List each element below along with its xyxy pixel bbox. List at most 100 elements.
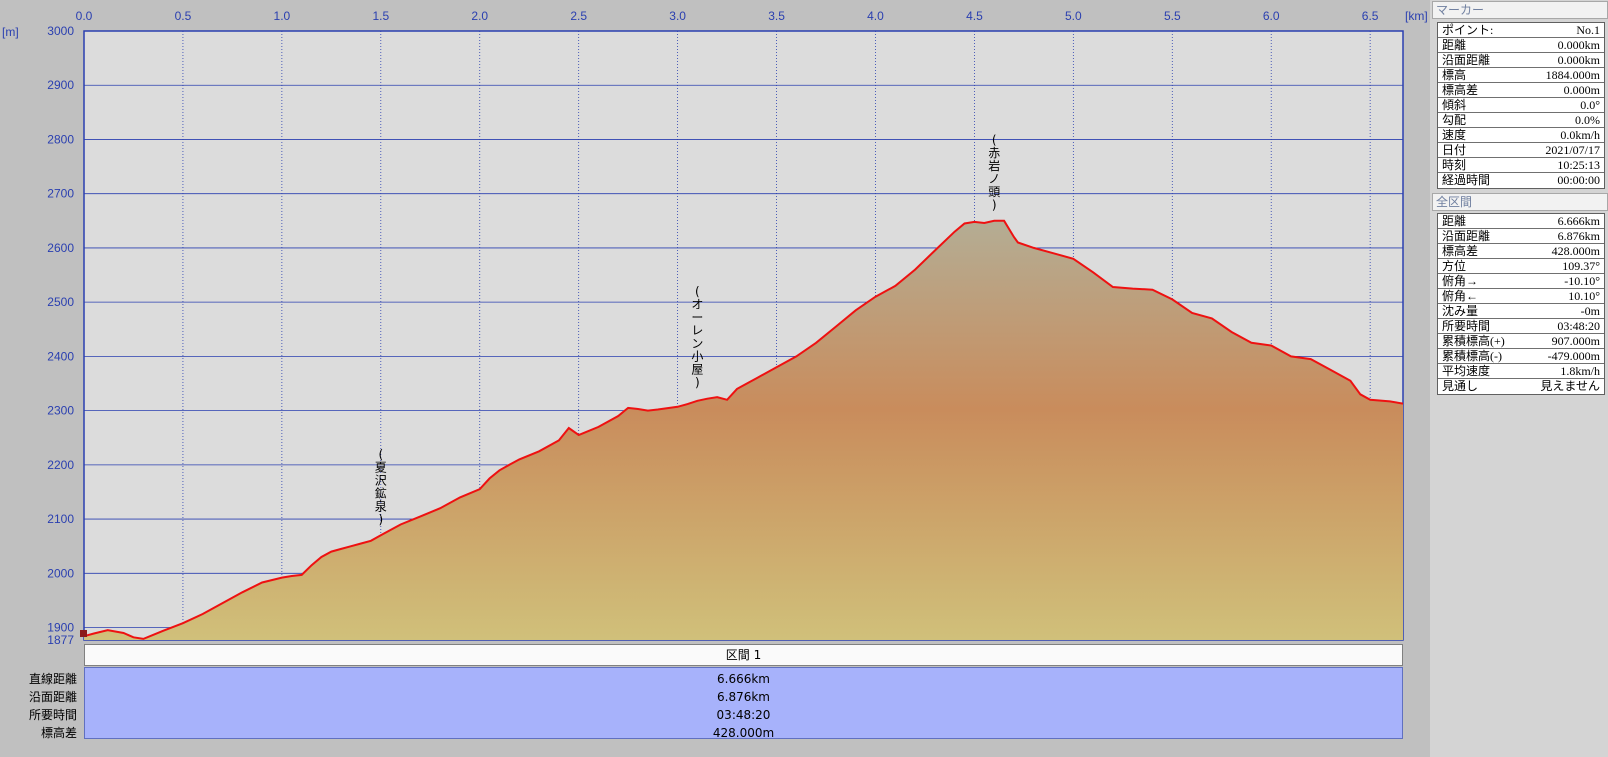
total-value: 10.10° bbox=[1568, 289, 1600, 303]
annotation-char: 小 bbox=[691, 350, 703, 364]
total-value: 109.37° bbox=[1562, 259, 1600, 273]
annotation-char: 鉱 bbox=[375, 485, 387, 500]
marker-key: 経過時間 bbox=[1442, 173, 1491, 187]
y-tick-label: 2300 bbox=[47, 404, 74, 418]
marker-key: 距離 bbox=[1442, 38, 1467, 52]
total-row: 平均速度 1.8km/h bbox=[1438, 364, 1604, 379]
x-tick-label: 6.0 bbox=[1263, 9, 1280, 23]
marker-row: 時刻 10:25:13 bbox=[1438, 158, 1604, 173]
total-value: 1.8km/h bbox=[1560, 364, 1600, 378]
marker-value: 2021/07/17 bbox=[1545, 143, 1600, 157]
total-panel-title: 全区間 bbox=[1432, 193, 1608, 211]
total-value: -479.000m bbox=[1547, 349, 1600, 363]
section-header-label: 区間 1 bbox=[725, 648, 762, 662]
total-value: 03:48:20 bbox=[1557, 319, 1600, 333]
marker-value: 00:00:00 bbox=[1557, 173, 1600, 187]
x-tick-label: 3.5 bbox=[768, 9, 785, 23]
total-value: 907.000m bbox=[1551, 334, 1600, 348]
total-info-table: 距離 6.666km 沿面距離 6.876km 標高差 428.000m 方位 109.37°… bbox=[1437, 213, 1605, 395]
elevation-profile-chart: 0.0 0.5 1.0 1.5 2.0 2.5 3.0 3.5 4.0 4.5 5.0 5.5 6.0 6… bbox=[2, 9, 1428, 645]
marker-row: 傾斜 0.0° bbox=[1438, 98, 1604, 113]
total-value: -10.10° bbox=[1564, 274, 1600, 288]
y-tick-label: 2900 bbox=[47, 78, 74, 92]
total-row: 見通し 見えません bbox=[1438, 379, 1604, 394]
info-panel: マーカー ポイント: No.1 距離 0.000km 沿面距離 0.000km 標高 1884… bbox=[1430, 0, 1608, 757]
total-row: 俯角← 10.10° bbox=[1438, 289, 1604, 304]
y-tick-label: 1900 bbox=[47, 621, 74, 635]
marker-row: 日付 2021/07/17 bbox=[1438, 143, 1604, 158]
marker-row: 標高差 0.000m bbox=[1438, 83, 1604, 98]
marker-key: 沿面距離 bbox=[1442, 53, 1491, 67]
x-tick-label: 5.5 bbox=[1164, 9, 1181, 23]
total-row: 沈み量 -0m bbox=[1438, 304, 1604, 319]
y-tick-label: 1877 bbox=[47, 633, 74, 645]
marker-row: 勾配 0.0% bbox=[1438, 113, 1604, 128]
total-row: 距離 6.666km bbox=[1438, 214, 1604, 229]
marker-row: 沿面距離 0.000km bbox=[1438, 53, 1604, 68]
x-tick-label: 0.5 bbox=[175, 9, 192, 23]
y-unit-label: [m] bbox=[2, 25, 19, 39]
total-key: 累積標高(-) bbox=[1442, 349, 1502, 363]
section-label-elevation-diff: 標高差 bbox=[40, 726, 77, 740]
total-key: 沿面距離 bbox=[1442, 229, 1491, 243]
marker-row: 経過時間 00:00:00 bbox=[1438, 173, 1604, 188]
total-row: 累積標高(+) 907.000m bbox=[1438, 334, 1604, 349]
marker-key: ポイント: bbox=[1442, 23, 1494, 37]
y-tick-label: 2600 bbox=[47, 241, 74, 255]
start-marker[interactable] bbox=[80, 630, 87, 637]
total-value: 6.666km bbox=[1557, 214, 1600, 228]
y-tick-label: 2200 bbox=[47, 458, 74, 472]
marker-key: 傾斜 bbox=[1442, 98, 1467, 112]
annotation-char: 泉 bbox=[375, 499, 387, 513]
section-value-straight-distance: 6.666km bbox=[717, 672, 770, 686]
y-tick-label: 2500 bbox=[47, 295, 74, 309]
total-key: 見通し bbox=[1442, 379, 1479, 393]
annotation-char: ) bbox=[378, 512, 383, 526]
total-row: 標高差 428.000m bbox=[1438, 244, 1604, 259]
total-key: 方位 bbox=[1442, 259, 1467, 273]
total-key: 沈み量 bbox=[1442, 304, 1479, 318]
x-tick-label: 2.5 bbox=[570, 9, 587, 23]
x-tick-label: 6.5 bbox=[1362, 9, 1379, 23]
marker-value: 0.000m bbox=[1563, 83, 1600, 97]
y-tick-label: 2400 bbox=[47, 349, 74, 363]
section-label-straight-distance: 直線距離 bbox=[28, 672, 77, 686]
marker-row: ポイント: No.1 bbox=[1438, 23, 1604, 38]
section-label-required-time: 所要時間 bbox=[28, 708, 77, 722]
annotation-char: オ bbox=[691, 298, 703, 312]
annotation-char: ン bbox=[691, 337, 703, 351]
total-key: 所要時間 bbox=[1442, 319, 1491, 333]
total-key: 累積標高(+) bbox=[1442, 334, 1505, 348]
annotation-char: 夏 bbox=[375, 460, 387, 474]
marker-value: No.1 bbox=[1576, 23, 1600, 37]
total-row: 沿面距離 6.876km bbox=[1438, 229, 1604, 244]
total-key: 俯角← bbox=[1442, 289, 1479, 303]
axis-ticks: 0.0 0.5 1.0 1.5 2.0 2.5 3.0 3.5 4.0 4.5 5.0 5.5 6.0 6… bbox=[47, 9, 1379, 645]
annotation-char: 岩 bbox=[988, 158, 1000, 173]
marker-panel-title: マーカー bbox=[1432, 1, 1608, 19]
annotations: (赤岩ノ頭)(オーレン小屋)(夏沢鉱泉) bbox=[375, 133, 1000, 527]
section-header[interactable]: 区間 1 bbox=[84, 644, 1403, 666]
section-values: 6.666km 6.876km 03:48:20 428.000m bbox=[84, 667, 1403, 740]
total-row: 所要時間 03:48:20 bbox=[1438, 319, 1604, 334]
annotation-char: ( bbox=[695, 285, 700, 299]
marker-key: 速度 bbox=[1442, 128, 1467, 142]
annotation-char: ( bbox=[378, 447, 383, 461]
total-value: 428.000m bbox=[1551, 244, 1600, 258]
marker-key: 勾配 bbox=[1442, 113, 1467, 127]
marker-key: 標高差 bbox=[1442, 83, 1479, 97]
section-value-required-time: 03:48:20 bbox=[716, 708, 771, 722]
y-tick-label: 2000 bbox=[47, 566, 74, 580]
annotation-label: (赤岩ノ頭) bbox=[988, 133, 1000, 212]
x-tick-label: 5.0 bbox=[1065, 9, 1082, 23]
x-tick-label: 0.0 bbox=[76, 9, 93, 23]
annotation-char: 沢 bbox=[375, 473, 387, 487]
marker-info-table: ポイント: No.1 距離 0.000km 沿面距離 0.000km 標高 1884.000m… bbox=[1437, 22, 1605, 189]
annotation-char: 赤 bbox=[988, 146, 1000, 160]
total-key: 俯角→ bbox=[1442, 274, 1479, 288]
elevation-line bbox=[83, 219, 1404, 640]
annotation-char: ) bbox=[992, 198, 997, 212]
marker-key: 標高 bbox=[1442, 68, 1467, 82]
x-tick-label: 4.5 bbox=[966, 9, 983, 23]
annotation-char: ノ bbox=[988, 172, 1000, 186]
